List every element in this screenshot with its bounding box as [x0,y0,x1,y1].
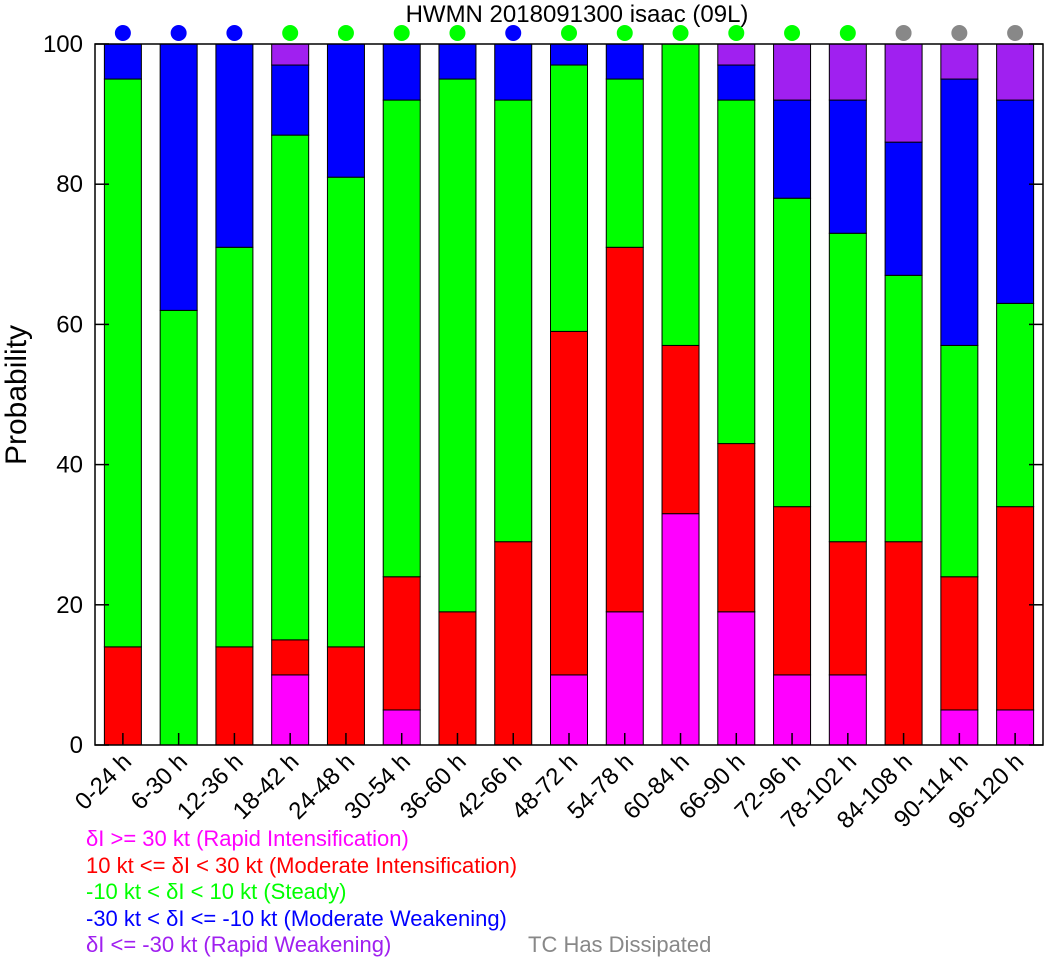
bar-42-66h-moderate-weakening [494,43,533,101]
bar-42-66h-moderate-intensification [494,541,533,746]
bar-66-90h-moderate-weakening [717,64,756,101]
legend-entry-rapid-intensification: δI >= 30 kt (Rapid Intensification) [86,826,409,851]
bar-30-54h-moderate-weakening [382,43,421,101]
bar-42-66h-steady [494,99,533,543]
legend-entry-steady: -10 kt < δI < 10 kt (Steady) [86,879,347,904]
bar-30-54h-moderate-intensification [382,576,421,711]
bar-72-96h-rapid-weakening [773,43,812,101]
bar-96-120h-steady [996,302,1035,508]
bar-84-108h-rapid-weakening [884,43,923,143]
bar-12-36h-moderate-intensification [215,646,254,746]
bar-72-96h-steady [773,197,812,508]
bar-66-90h-steady [717,99,756,445]
legend-entry-moderate-intensification: 10 kt <= δI < 30 kt (Moderate Intensific… [86,852,518,878]
bar-90-114h-rapid-weakening [940,43,979,80]
marker-18-42h [282,25,299,41]
bar-54-78h-rapid-intensification [605,611,644,746]
bar-66-90h-moderate-intensification [717,443,756,613]
bar-84-108h-moderate-intensification [884,541,923,746]
y-axis-label: Probability [0,325,33,465]
ytick-label-60: 60 [56,311,83,338]
marker-60-84h [672,25,689,41]
legend-entry-rapid-weakening: δI <= -30 kt (Rapid Weakening) [86,932,392,957]
marker-12-36h [226,25,243,41]
marker-24-48h [337,25,354,41]
bar-96-120h-moderate-weakening [996,99,1035,304]
marker-96-120h [1007,25,1024,41]
bars [103,43,1035,746]
marker-36-60h [449,25,466,41]
bar-6-30h-moderate-weakening [159,43,198,311]
bar-78-102h-moderate-weakening [828,99,867,234]
bar-48-72h-moderate-weakening [550,43,588,66]
ytick-label-40: 40 [56,452,83,479]
bar-72-96h-moderate-intensification [773,506,812,676]
bar-66-90h-rapid-weakening [717,43,756,66]
bar-72-96h-moderate-weakening [773,99,812,199]
bar-18-42h-moderate-weakening [271,64,310,136]
bar-90-114h-steady [940,344,979,578]
bar-90-114h-moderate-intensification [940,576,979,711]
marker-90-114h [951,25,968,41]
top-markers [114,25,1024,41]
marker-6-30h [170,25,187,41]
marker-42-66h [505,25,522,41]
y-tick-labels: 0 20 40 60 80 100 [43,31,83,759]
ytick-label-20: 20 [56,592,83,619]
bar-78-102h-rapid-weakening [828,43,867,101]
bar-60-84h-moderate-intensification [661,344,700,515]
ytick-label-100: 100 [43,31,83,58]
bar-84-108h-steady [884,274,923,543]
bar-54-78h-steady [605,78,644,248]
bar-6-30h-steady [159,309,198,746]
bar-18-42h-moderate-intensification [271,639,310,676]
bar-54-78h-moderate-intensification [605,246,644,613]
ytick-label-0: 0 [70,732,83,759]
bar-54-78h-moderate-weakening [605,43,644,80]
bar-96-120h-rapid-weakening [996,43,1035,101]
bar-60-84h-rapid-intensification [661,513,700,746]
bar-36-60h-moderate-intensification [438,611,477,746]
bar-18-42h-rapid-weakening [271,43,310,66]
bar-30-54h-steady [382,99,421,578]
bar-0-24h-steady [103,78,142,648]
marker-78-102h [839,25,856,41]
bar-48-72h-moderate-intensification [550,330,588,676]
legend: δI >= 30 kt (Rapid Intensification) 10 k… [86,826,517,959]
marker-48-72h [561,25,577,41]
bar-78-102h-steady [828,232,867,543]
bar-48-72h-steady [550,64,588,332]
marker-54-78h [616,25,633,41]
marker-72-96h [784,25,801,41]
x-tick-labels: 0-24 h6-30 h12-36 h18-42 h24-48 h30-54 h… [70,748,1029,834]
bar-66-90h-rapid-intensification [717,611,756,746]
bar-12-36h-steady [215,246,254,648]
legend-entry-moderate-weakening: -30 kt < δI <= -10 kt (Moderate Weakenin… [86,905,507,931]
bar-36-60h-moderate-weakening [438,43,477,80]
bar-24-48h-moderate-weakening [326,43,365,178]
bar-96-120h-moderate-intensification [996,506,1035,711]
bar-0-24h-moderate-intensification [103,646,142,746]
bar-84-108h-moderate-weakening [884,141,923,276]
bar-24-48h-steady [326,176,365,648]
bar-12-36h-moderate-weakening [215,43,254,248]
ytick-label-80: 80 [56,171,83,198]
bar-36-60h-steady [438,78,477,613]
marker-84-108h [895,25,912,41]
bar-18-42h-steady [271,134,310,641]
bar-24-48h-moderate-intensification [326,646,365,746]
bar-90-114h-moderate-weakening [940,78,979,346]
marker-66-90h [728,25,745,41]
bar-0-24h-moderate-weakening [103,43,142,80]
legend-entry-dissipated: TC Has Dissipated [528,932,712,957]
marker-0-24h [114,25,131,41]
bar-60-84h-steady [661,43,700,346]
chart-title: HWMN 2018091300 isaac (09L) [406,1,749,28]
bar-78-102h-moderate-intensification [828,541,867,676]
axes [94,43,1044,746]
marker-30-54h [393,25,410,41]
